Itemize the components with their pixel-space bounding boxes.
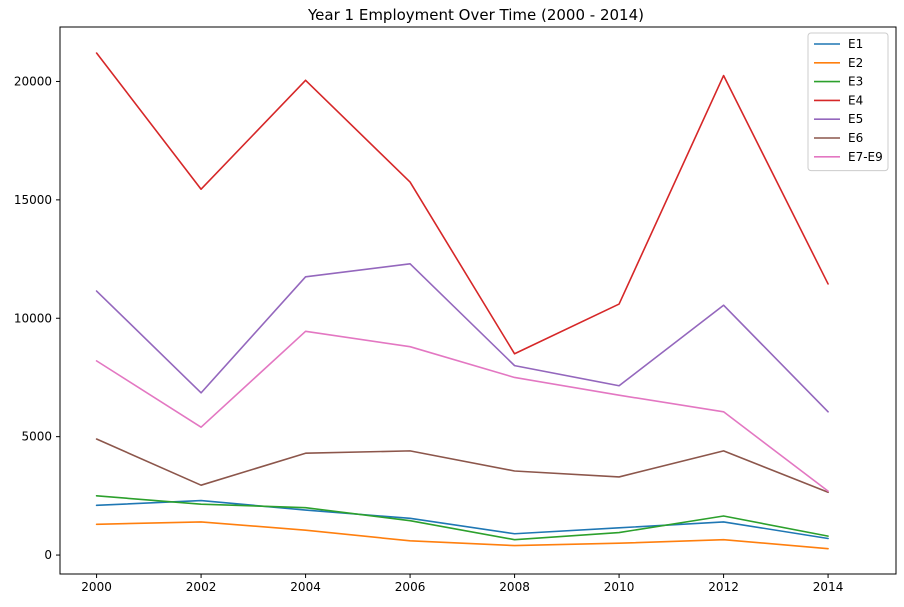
- plot-area: [59, 26, 897, 575]
- chart-title: Year 1 Employment Over Time (2000 - 2014…: [307, 6, 644, 24]
- legend-label: E1: [848, 37, 863, 51]
- y-tick-label: 15000: [14, 193, 52, 207]
- legend-label: E5: [848, 112, 863, 126]
- series-line-e3: [95, 495, 829, 541]
- y-tick-label: 20000: [14, 74, 52, 88]
- series-line-e1: [95, 499, 829, 540]
- y-tick-label: 10000: [14, 311, 52, 325]
- x-axis: 2000 2002 2004 2006 2008 2010 2012 2014: [81, 574, 843, 594]
- legend-label: E7-E9: [848, 150, 883, 164]
- x-tick-label: 2010: [604, 580, 635, 594]
- legend-label: E6: [848, 131, 863, 145]
- series-line-e2: [95, 521, 829, 550]
- x-tick-label: 2014: [813, 580, 844, 594]
- x-tick-label: 2012: [708, 580, 739, 594]
- x-tick-label: 2006: [395, 580, 426, 594]
- legend-box: [807, 32, 889, 172]
- legend-label: E3: [848, 75, 863, 89]
- x-tick-label: 2002: [186, 580, 217, 594]
- legend-label: E4: [848, 93, 863, 107]
- x-tick-label: 2008: [499, 580, 530, 594]
- series-line-e6: [95, 438, 829, 494]
- y-tick-label: 0: [44, 548, 52, 562]
- series-line-e4: [95, 52, 829, 355]
- series-line-e5: [95, 262, 829, 413]
- series-line-e7-e9: [95, 330, 829, 492]
- y-axis: 0 5000 10000 15000 20000: [14, 74, 60, 562]
- x-tick-label: 2004: [290, 580, 321, 594]
- series-group: [95, 52, 829, 550]
- legend-label: E2: [848, 56, 863, 70]
- x-tick-label: 2000: [81, 580, 112, 594]
- y-tick-label: 5000: [21, 430, 52, 444]
- legend: E1 E2 E3 E4 E5 E6 E7-E9: [807, 32, 889, 172]
